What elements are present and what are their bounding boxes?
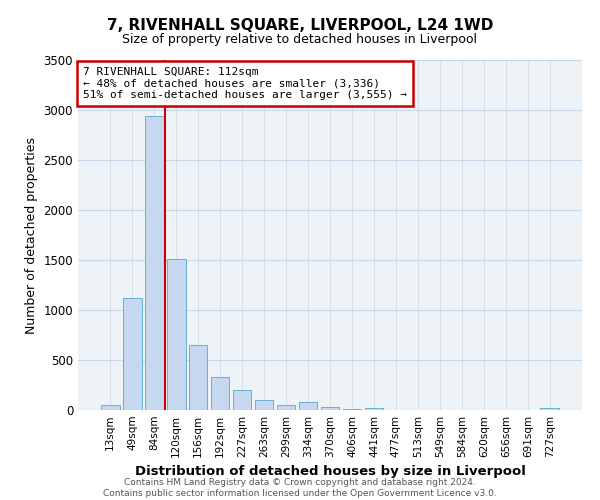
Bar <box>211 377 229 410</box>
Bar <box>277 404 295 410</box>
Bar <box>145 116 164 410</box>
Bar <box>101 405 119 410</box>
Bar <box>365 408 383 410</box>
Bar <box>255 400 274 410</box>
Bar <box>320 407 340 410</box>
Text: 7 RIVENHALL SQUARE: 112sqm
← 48% of detached houses are smaller (3,336)
51% of s: 7 RIVENHALL SQUARE: 112sqm ← 48% of deta… <box>83 67 407 100</box>
Text: Size of property relative to detached houses in Liverpool: Size of property relative to detached ho… <box>122 32 478 46</box>
Bar <box>541 408 559 410</box>
Bar <box>343 408 361 410</box>
X-axis label: Distribution of detached houses by size in Liverpool: Distribution of detached houses by size … <box>134 466 526 478</box>
Y-axis label: Number of detached properties: Number of detached properties <box>25 136 38 334</box>
Bar <box>233 390 251 410</box>
Text: 7, RIVENHALL SQUARE, LIVERPOOL, L24 1WD: 7, RIVENHALL SQUARE, LIVERPOOL, L24 1WD <box>107 18 493 32</box>
Bar <box>123 298 142 410</box>
Text: Contains HM Land Registry data © Crown copyright and database right 2024.
Contai: Contains HM Land Registry data © Crown c… <box>103 478 497 498</box>
Bar <box>167 259 185 410</box>
Bar <box>299 402 317 410</box>
Bar <box>189 345 208 410</box>
